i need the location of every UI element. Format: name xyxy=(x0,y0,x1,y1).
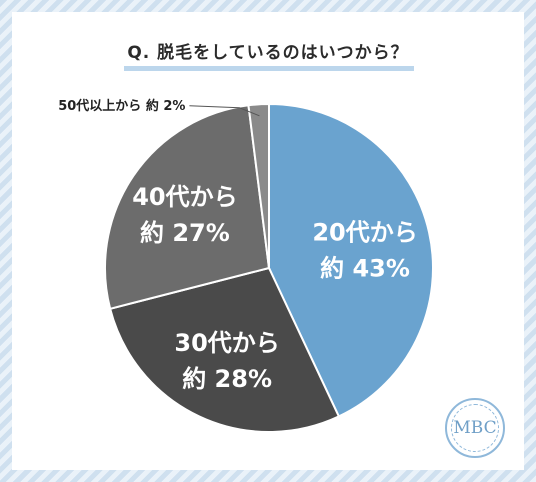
mbc-logo: MBC xyxy=(445,398,505,458)
leader-line xyxy=(189,105,260,117)
pie-slice xyxy=(108,266,341,433)
pie-slice xyxy=(247,102,270,269)
title-underline xyxy=(124,66,414,71)
small-slice-label: 50代以上から 約 2% xyxy=(58,98,185,114)
slice-label: 20代から xyxy=(312,219,417,247)
slice-label: 30代から xyxy=(174,329,279,357)
chart-card: Q. 脱毛をしているのはいつから？ 20代から約 43% 30代から約 28% 40… xyxy=(12,12,524,470)
chart-title: Q. 脱毛をしているのはいつから？ xyxy=(127,43,409,63)
pie-slice xyxy=(268,102,434,418)
slice-value-label: 約 27% xyxy=(140,219,230,247)
pie-slice xyxy=(104,104,271,311)
logo-text: MBC xyxy=(453,418,497,438)
slice-value-label: 約 43% xyxy=(320,255,410,283)
slice-value-label: 約 28% xyxy=(182,365,272,393)
slice-label: 40代から xyxy=(132,183,237,211)
